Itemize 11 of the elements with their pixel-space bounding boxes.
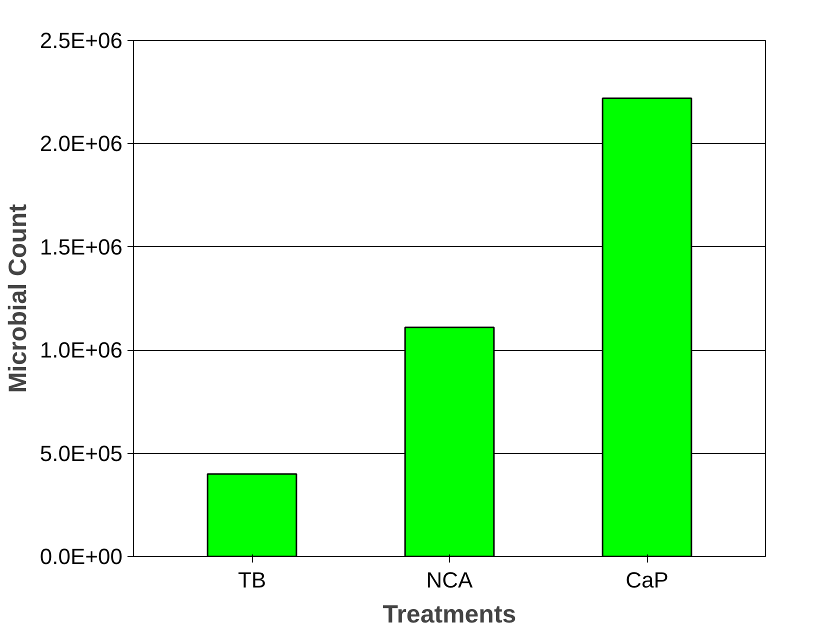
x-tick-label: CaP (626, 568, 668, 592)
y-tick-label: 0.0E+00 (40, 544, 123, 569)
x-tick-label: TB (238, 568, 266, 592)
y-tick-label: 2.0E+06 (40, 131, 123, 156)
x-axis-title: Treatments (382, 600, 516, 628)
y-tick-label: 1.5E+06 (40, 234, 123, 260)
y-tick-label: 1.0E+06 (40, 338, 123, 363)
y-axis-title: Microbial Count (4, 203, 32, 393)
x-tick-label: NCA (426, 568, 474, 592)
y-tick-label: 2.5E+06 (40, 28, 123, 53)
y-tick-label: 5.0E+05 (40, 440, 123, 466)
